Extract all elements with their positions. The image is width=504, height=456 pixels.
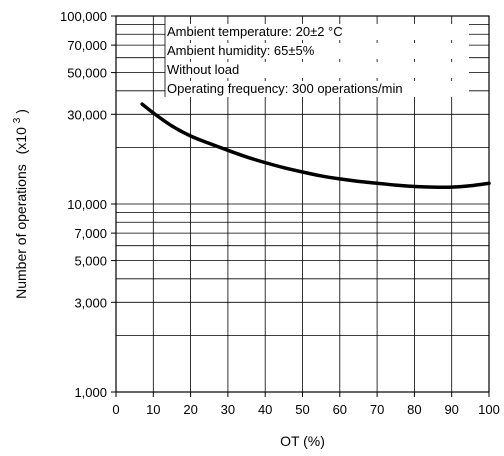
annotation-bg-3 — [165, 81, 469, 97]
y-tick-label-1: 3,000 — [74, 295, 107, 310]
y-tick-label-6: 50,000 — [67, 66, 107, 81]
y-axis-unit-base: (x10 — [13, 127, 29, 154]
series-curve — [140, 102, 491, 189]
y-tick-label-2: 5,000 — [74, 254, 107, 269]
y-tick-label-7: 70,000 — [67, 38, 107, 53]
annotation-text-1: Ambient humidity: 65±5% — [167, 43, 315, 58]
x-tick-label-2: 20 — [183, 402, 197, 417]
x-tick-label-7: 70 — [370, 402, 384, 417]
x-tick-label-4: 40 — [258, 402, 272, 417]
y-axis-unit-exponent: 3 — [12, 117, 23, 123]
x-tick-label-0: 0 — [112, 402, 119, 417]
x-tick-label-10: 100 — [478, 402, 500, 417]
y-tick-label-4: 10,000 — [67, 197, 107, 212]
annotation-bg-1 — [165, 43, 469, 59]
y-axis-title: Number of operations (x10 3 ) — [7, 109, 29, 299]
x-tick-label-5: 50 — [295, 402, 309, 417]
annotation-bg-2 — [165, 62, 469, 78]
y-tick-label-3: 7,000 — [74, 226, 107, 241]
axis-ticks — [111, 15, 490, 397]
y-tick-label-8: 100,000 — [60, 9, 107, 24]
y-axis-label: Number of operations — [13, 164, 29, 299]
x-tick-labels: 0 10 20 30 40 50 60 70 80 90 100 — [112, 402, 499, 417]
annotations: Ambient temperature: 20±2 °C Ambient humi… — [164, 16, 469, 97]
x-tick-label-1: 10 — [146, 402, 160, 417]
y-tick-labels: 1,000 3,000 5,000 7,000 10,000 30,000 50,000 70… — [60, 9, 107, 400]
x-tick-label-9: 90 — [444, 402, 458, 417]
x-axis-title: OT (%) — [280, 433, 325, 449]
x-tick-label-6: 60 — [333, 402, 347, 417]
y-tick-label-5: 30,000 — [67, 107, 107, 122]
annotation-text-2: Without load — [167, 62, 239, 77]
annotation-text-0: Ambient temperature: 20±2 °C — [167, 24, 343, 39]
y-axis-unit-close: ) — [13, 109, 29, 114]
x-tick-label-8: 80 — [407, 402, 421, 417]
annotation-text-3: Operating frequency: 300 operations/min — [167, 81, 403, 96]
y-tick-label-0: 1,000 — [74, 385, 107, 400]
x-tick-label-3: 30 — [221, 402, 235, 417]
annotation-bg-0 — [165, 24, 469, 40]
